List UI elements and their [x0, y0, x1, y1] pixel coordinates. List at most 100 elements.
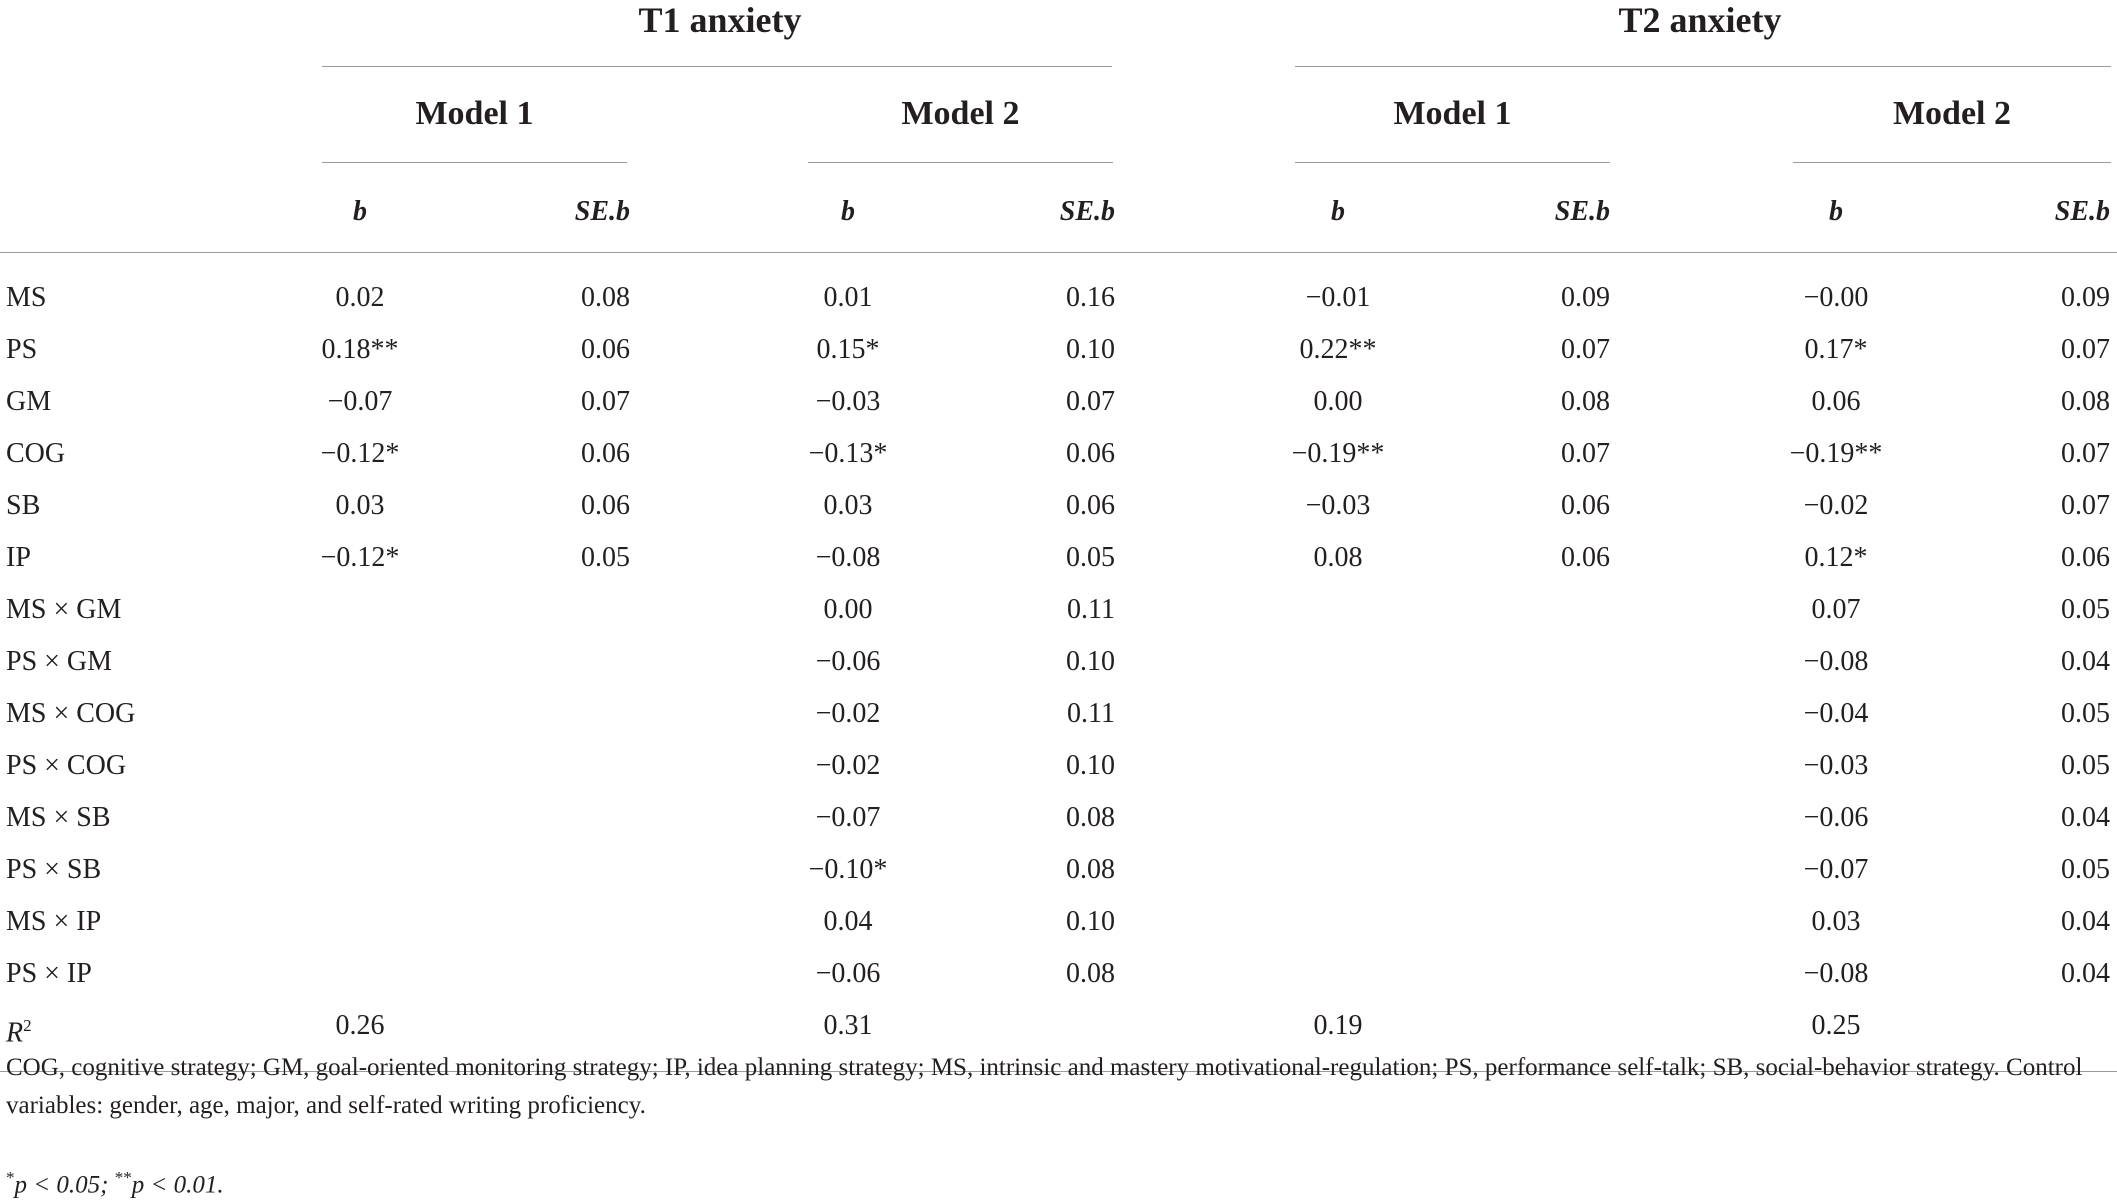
- table-footnote: COG, cognitive strategy; GM, goal-orient…: [6, 1054, 2083, 1119]
- table-cell: 0.18**: [321, 334, 399, 365]
- row-label: MS × IP: [6, 906, 102, 937]
- row-label: PS × COG: [6, 750, 127, 781]
- col-header-b: b: [841, 196, 855, 227]
- row-label: R2: [6, 1000, 32, 1059]
- table-cell: −0.01: [1305, 282, 1371, 313]
- table-row: IP −0.12* 0.05 −0.08 0.05 0.08 0.06 0.12…: [0, 532, 2117, 584]
- table-cell: −0.08: [815, 542, 881, 573]
- table-cell: −0.02: [1803, 490, 1869, 521]
- table-cell: 0.04: [2061, 906, 2110, 937]
- table-cell: 0.31: [823, 1010, 873, 1041]
- table-cell: 0.22**: [1299, 334, 1377, 365]
- table-cell: 0.08: [1313, 542, 1363, 573]
- table-row: PS × GM −0.06 0.10 −0.08 0.04: [0, 636, 2117, 688]
- table-cell: −0.19**: [1291, 438, 1385, 469]
- table-cell: 0.11: [1067, 698, 1115, 729]
- col-header-seb: SE.b: [2054, 196, 2110, 227]
- table-row: SB 0.03 0.06 0.03 0.06 −0.03 0.06 −0.02 …: [0, 480, 2117, 532]
- table-cell: 0.04: [2061, 958, 2110, 989]
- model-rule-t2-m2: [1793, 162, 2111, 163]
- table-cell: 0.05: [1066, 542, 1115, 573]
- table-cell: 0.08: [2061, 386, 2110, 417]
- row-label: MS × SB: [6, 802, 111, 833]
- table-cell: 0.05: [581, 542, 630, 573]
- table-cell: 0.03: [335, 490, 385, 521]
- table-cell: 0.02: [335, 282, 385, 313]
- table-cell: 0.06: [1561, 490, 1610, 521]
- table-bottom-rule: [0, 1071, 2117, 1072]
- table-cell: 0.05: [2061, 750, 2110, 781]
- table-row: PS × IP −0.06 0.08 −0.08 0.04: [0, 948, 2117, 1000]
- table-row: PS 0.18** 0.06 0.15* 0.10 0.22** 0.07 0.…: [0, 324, 2117, 376]
- table-cell: 0.08: [1066, 802, 1115, 833]
- table-cell: −0.04: [1803, 698, 1869, 729]
- table-cell: 0.00: [1313, 386, 1363, 417]
- table-row: PS × SB −0.10* 0.08 −0.07 0.05: [0, 844, 2117, 896]
- col-header-seb: SE.b: [1059, 196, 1115, 227]
- col-header-b: b: [1829, 196, 1843, 227]
- table-cell: 0.08: [1561, 386, 1610, 417]
- model-header-t2-m2: Model 2: [1892, 95, 2012, 132]
- table-cell: 0.17*: [1804, 334, 1868, 365]
- table-row: MS × SB −0.07 0.08 −0.06 0.04: [0, 792, 2117, 844]
- model-rule-t1-m1: [322, 162, 627, 163]
- table-cell: 0.07: [2061, 490, 2110, 521]
- table-cell: −0.07: [815, 802, 881, 833]
- table-cell: 0.06: [581, 490, 630, 521]
- model-header-t1-m1: Model 1: [415, 95, 534, 132]
- column-header-row: b SE.b b SE.b b SE.b b SE.b: [0, 186, 2117, 238]
- sig-mark-a: *: [6, 1168, 15, 1187]
- col-header-b: b: [353, 196, 367, 227]
- table-cell: 0.10: [1066, 334, 1115, 365]
- table-cell: 0.07: [1561, 438, 1610, 469]
- significance-note: *p < 0.05; **p < 0.01.: [6, 1159, 2111, 1204]
- table-cell: −0.06: [815, 646, 881, 677]
- table-cell: 0.09: [1561, 282, 1610, 313]
- group-header-t2: T2 anxiety: [1618, 0, 1782, 40]
- table-cell: 0.12*: [1804, 542, 1868, 573]
- model-rule-t2-m1: [1295, 162, 1610, 163]
- table-row: MS × GM 0.00 0.11 0.07 0.05: [0, 584, 2117, 636]
- table-cell: 0.07: [2061, 438, 2110, 469]
- sig-mark-b: **: [114, 1168, 132, 1187]
- table-cell: 0.04: [2061, 646, 2110, 677]
- table-cell: 0.07: [581, 386, 630, 417]
- col-header-seb: SE.b: [574, 196, 630, 227]
- sig-text-a: p < 0.05;: [14, 1171, 115, 1199]
- table-cell: 0.19: [1313, 1010, 1363, 1041]
- table-cell: 0.06: [581, 438, 630, 469]
- group-rule-t2: [1295, 66, 2111, 67]
- table-cell: 0.07: [2061, 334, 2110, 365]
- table-cell: 0.09: [2061, 282, 2110, 313]
- row-label: IP: [6, 542, 31, 573]
- table-cell: 0.05: [2061, 854, 2110, 885]
- row-label: GM: [6, 386, 52, 417]
- table-cell: 0.06: [2061, 542, 2110, 573]
- table-cell: −0.03: [815, 386, 881, 417]
- table-row: MS 0.02 0.08 0.01 0.16 −0.01 0.09 −0.00 …: [0, 272, 2117, 324]
- table-cell: −0.13*: [808, 438, 888, 469]
- table-row: MS × COG −0.02 0.11 −0.04 0.05: [0, 688, 2117, 740]
- table-cell: 0.10: [1066, 906, 1115, 937]
- table-cell: 0.08: [1066, 854, 1115, 885]
- r-squared-row: R2 0.26 0.31 0.19 0.25: [0, 1000, 2117, 1052]
- row-label: PS × IP: [6, 958, 92, 989]
- table-cell: 0.16: [1066, 282, 1115, 313]
- table-cell: −0.00: [1803, 282, 1869, 313]
- table-cell: −0.03: [1305, 490, 1371, 521]
- table-cell: 0.03: [1811, 906, 1861, 937]
- table-cell: −0.19**: [1789, 438, 1883, 469]
- table-cell: −0.10*: [808, 854, 888, 885]
- table-cell: 0.04: [2061, 802, 2110, 833]
- table-row: COG −0.12* 0.06 −0.13* 0.06 −0.19** 0.07…: [0, 428, 2117, 480]
- table-cell: 0.06: [1561, 542, 1610, 573]
- row-label: MS × GM: [6, 594, 122, 625]
- table-cell: −0.06: [1803, 802, 1869, 833]
- table-cell: 0.07: [1811, 594, 1861, 625]
- group-header-t1: T1 anxiety: [638, 0, 802, 40]
- table-cell: −0.12*: [320, 542, 400, 573]
- table-cell: −0.12*: [320, 438, 400, 469]
- r-squared-sup: 2: [23, 1016, 32, 1035]
- table-cell: −0.03: [1803, 750, 1869, 781]
- col-header-b: b: [1331, 196, 1345, 227]
